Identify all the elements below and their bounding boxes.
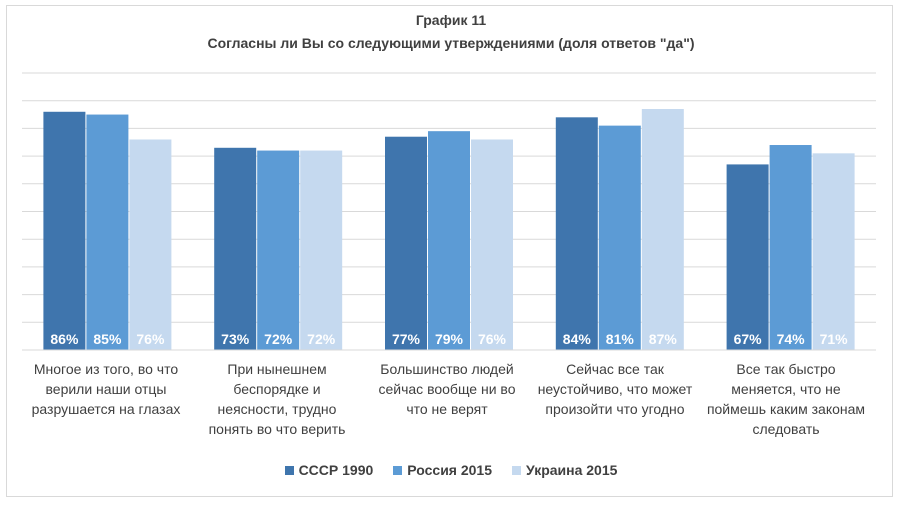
legend-label-ussr: СССР 1990	[298, 462, 374, 478]
legend-item-ussr: СССР 1990	[284, 462, 374, 478]
bar-3-4	[641, 109, 684, 350]
category-label-4: Сейчас все так неустойчиво, что может пр…	[537, 361, 693, 417]
bar-2-5	[769, 145, 812, 350]
category-label-2: При нынешнем беспорядке и неясности, тру…	[208, 361, 346, 437]
legend-swatch-ussr	[284, 465, 294, 475]
data-label-3-5: 71%	[820, 331, 849, 347]
bar-2-2	[257, 150, 300, 350]
category-label-3: Большинство людей сейчас вообще ни во чт…	[378, 361, 516, 417]
bar-1-2	[214, 147, 257, 350]
data-label-2-4: 81%	[606, 331, 635, 347]
data-label-1-2: 73%	[221, 331, 250, 347]
legend-label-russia: Россия 2015	[407, 462, 493, 478]
data-label-1-1: 86%	[50, 331, 79, 347]
legend-label-ukraine: Украина 2015	[526, 462, 618, 478]
chart-legend: СССР 1990 Россия 2015 Украина 2015	[0, 462, 902, 478]
data-label-3-3: 76%	[478, 331, 507, 347]
data-label-2-1: 85%	[93, 331, 122, 347]
legend-swatch-russia	[393, 465, 403, 475]
data-label-1-5: 67%	[734, 331, 763, 347]
category-label-1: Многое из того, во что верили наши отцы …	[31, 361, 181, 417]
bar-1-3	[385, 136, 427, 350]
bar-1-1	[43, 111, 86, 350]
category-label-5: Все так быстро меняется, что не поймешь …	[706, 361, 866, 437]
data-label-2-2: 72%	[264, 331, 293, 347]
data-label-1-3: 77%	[392, 331, 421, 347]
bar-1-5	[726, 164, 769, 350]
bar-2-3	[428, 131, 470, 350]
legend-swatch-ukraine	[512, 465, 522, 475]
bar-3-3	[471, 139, 513, 350]
chart-subtitle: Согласны ли Вы со следующими утверждения…	[207, 35, 695, 51]
bar-2-1	[86, 114, 129, 350]
bar-3-1	[129, 139, 172, 350]
bar-3-2	[300, 150, 343, 350]
data-label-3-1: 76%	[136, 331, 165, 347]
data-label-3-4: 87%	[649, 331, 678, 347]
data-label-2-3: 79%	[435, 331, 464, 347]
data-label-1-4: 84%	[563, 331, 592, 347]
bar-2-4	[598, 125, 641, 350]
data-label-2-5: 74%	[777, 331, 806, 347]
legend-item-russia: Россия 2015	[393, 462, 492, 478]
bar-1-4	[555, 117, 598, 350]
chart-title: График 11	[415, 12, 487, 28]
data-label-3-2: 72%	[307, 331, 336, 347]
bar-3-5	[812, 153, 855, 350]
legend-item-ukraine: Украина 2015	[512, 462, 617, 478]
